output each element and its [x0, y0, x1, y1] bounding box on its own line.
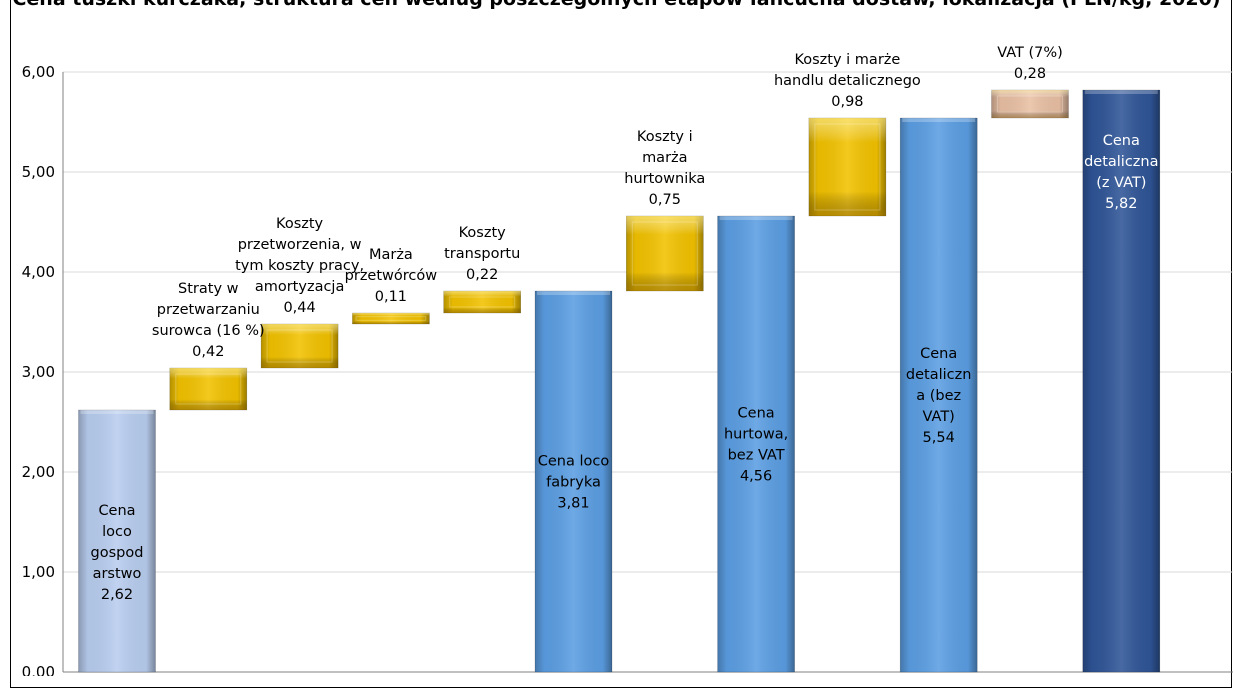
total-bar — [78, 409, 156, 673]
data-label-line: Cena — [920, 346, 957, 362]
step-bar — [443, 290, 522, 314]
y-tick-label: 2,00 — [22, 463, 55, 481]
data-label-line: Koszty — [459, 225, 507, 241]
data-label-line: 0,28 — [1014, 66, 1046, 82]
data-label: Koszty transportu 0,22 — [444, 225, 520, 283]
total-bar — [717, 215, 795, 673]
data-label-line: Cena — [1103, 133, 1140, 149]
data-label-line: Marża — [369, 247, 413, 263]
y-tick-label: 3,00 — [22, 363, 55, 381]
data-label-line: 0,75 — [649, 192, 681, 208]
data-label-line: hurtowa, — [724, 427, 788, 443]
data-label-line: Straty w — [178, 281, 239, 297]
data-label: Koszty i marże handlu detalicznego 0,98 — [774, 52, 921, 110]
data-label-line: 5,82 — [1105, 196, 1137, 212]
data-label: Cena loco gospod arstwo 2,62 — [91, 503, 144, 603]
data-label-line: Koszty i marże — [794, 52, 900, 68]
data-label-line: 0,22 — [466, 267, 498, 283]
data-label-line: hurtownika — [624, 171, 705, 187]
data-label-line: 4,56 — [740, 469, 772, 485]
data-label-line: surowca (16 %) — [152, 323, 265, 339]
data-label-line: Koszty — [276, 216, 324, 232]
data-label-line: VAT) — [923, 409, 955, 425]
data-label-line: przetwórców — [345, 268, 438, 284]
step-bar — [808, 117, 887, 217]
step-bar — [991, 89, 1069, 119]
y-tick-label: 0,00 — [22, 663, 55, 676]
data-label-line: amortyzacja — [255, 279, 345, 295]
data-label-line: fabryka — [546, 475, 601, 491]
data-label-line: bez VAT — [728, 448, 785, 464]
data-label-line: arstwo — [93, 566, 142, 582]
data-label-line: 2,62 — [101, 587, 133, 603]
data-label: Koszty przetworzenia, w tym koszty pracy, a… — [235, 216, 364, 316]
data-label: Marża przetwórców 0,11 — [345, 247, 438, 305]
data-label-line: (z VAT) — [1096, 175, 1146, 191]
data-label: Cena loco fabryka 3,81 — [538, 454, 610, 512]
data-label-line: Cena — [738, 406, 775, 422]
data-label-line: Cena — [98, 503, 135, 519]
data-label-line: Koszty i — [637, 129, 693, 145]
y-tick-label: 1,00 — [22, 563, 55, 581]
total-bar — [899, 117, 978, 673]
data-label-line: VAT (7%) — [997, 45, 1063, 61]
data-label-line: detaliczna — [1084, 154, 1158, 170]
step-bar — [169, 367, 248, 411]
data-label-line: handlu detalicznego — [774, 73, 921, 89]
y-tick-label: 5,00 — [22, 163, 55, 181]
total-bar — [1082, 89, 1161, 673]
data-label-line: przetwarzaniu — [157, 302, 260, 318]
data-label: VAT (7%) 0,28 — [997, 45, 1063, 82]
data-label-line: gospod — [91, 545, 144, 561]
data-label-line: tym koszty pracy, — [235, 258, 364, 274]
data-label: Cena hurtowa, bez VAT 4,56 — [724, 406, 788, 485]
step-bar — [625, 215, 704, 292]
chart-title: Cena tuszki kurczaka, struktura cen wedł… — [0, 0, 1233, 10]
data-label-line: transportu — [444, 246, 520, 262]
data-label-line: marża — [642, 150, 687, 166]
step-bar — [352, 312, 430, 325]
data-label-line: loco — [102, 524, 132, 540]
data-label: Koszty i marża hurtownika 0,75 — [624, 129, 705, 208]
data-label-line: 5,54 — [923, 430, 955, 446]
data-label-line: detaliczn — [906, 367, 972, 383]
data-label-line: 0,44 — [283, 300, 315, 316]
data-label-line: 0,98 — [831, 94, 863, 110]
y-tick-label: 4,00 — [22, 263, 55, 281]
data-label: Cena detaliczna (z VAT) 5,82 — [1084, 133, 1158, 212]
data-label-line: Cena loco — [538, 454, 610, 470]
total-bar — [534, 290, 613, 673]
data-label-line: 0,42 — [192, 344, 224, 360]
step-bar — [260, 323, 339, 369]
y-tick-label: 6,00 — [22, 63, 55, 81]
data-label-line: 3,81 — [557, 496, 589, 512]
data-label-line: przetworzenia, w — [238, 237, 362, 253]
data-label-line: 0,11 — [375, 289, 407, 305]
data-label: Straty w przetwarzaniu surowca (16 %) 0,42 — [152, 281, 265, 360]
data-label: Cena detaliczn a (bez VAT) 5,54 — [906, 346, 972, 446]
data-label-line: a (bez — [916, 388, 961, 404]
